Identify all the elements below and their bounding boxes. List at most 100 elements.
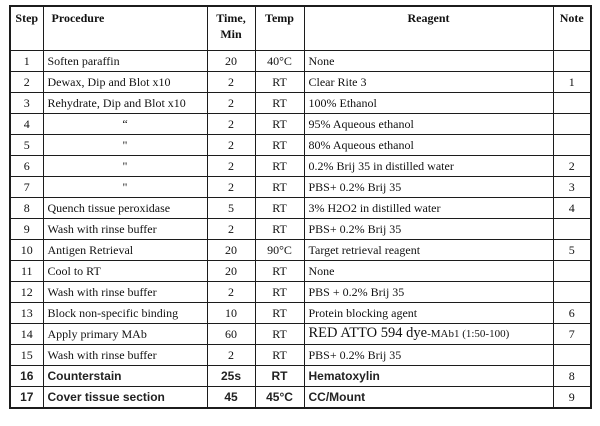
cell-time: 25s: [206, 365, 256, 387]
cell-time: 2: [206, 281, 256, 303]
cell-reagent: CC/Mount: [303, 386, 554, 409]
cell-temp: RT: [254, 176, 305, 198]
cell-reagent: 80% Aqueous ethanol: [303, 134, 554, 156]
cell-temp: 40°C: [254, 50, 305, 72]
cell-step: 2: [9, 71, 44, 93]
table-row: 1 Soften paraffin 20 40°C None: [9, 50, 592, 72]
cell-time: 20: [206, 260, 256, 282]
cell-note: 5: [552, 239, 592, 261]
table-row: 10 Antigen Retrieval 20 90°C Target retrieva…: [9, 239, 592, 261]
table-row: 4 “2 RT 95% Aqueous ethanol: [9, 113, 592, 135]
cell-reagent: PBS+ 0.2% Brij 35: [303, 344, 554, 366]
cell-note: 7: [552, 323, 592, 345]
column-header-note: Note: [552, 5, 592, 51]
cell-time: 60: [206, 323, 256, 345]
cell-temp: RT: [254, 302, 305, 324]
cell-reagent: Protein blocking agent: [303, 302, 554, 324]
cell-time: 10: [206, 302, 256, 324]
cell-time: 2: [206, 134, 256, 156]
column-header-time: Time, Min: [206, 5, 256, 51]
cell-note: 6: [552, 302, 592, 324]
cell-note: [552, 281, 592, 303]
cell-procedure: Wash with rinse buffer: [42, 344, 208, 366]
cell-note: 2: [552, 155, 592, 177]
cell-procedure: Quench tissue peroxidase: [42, 197, 208, 219]
cell-time: 20: [206, 50, 256, 72]
cell-note: 4: [552, 197, 592, 219]
cell-note: [552, 134, 592, 156]
cell-step: 9: [9, 218, 44, 240]
cell-procedure: ": [42, 176, 208, 198]
cell-step: 1: [9, 50, 44, 72]
table-row: 11 Cool to RT 20 RT None: [9, 260, 592, 282]
cell-reagent: 0.2% Brij 35 in distilled water: [303, 155, 554, 177]
table-row: 12 Wash with rinse buffer 2 RT PBS + 0.2% Br…: [9, 281, 592, 303]
table-row: 16 Counterstain 25s RT Hematoxylin 8: [9, 365, 592, 387]
cell-temp: RT: [254, 281, 305, 303]
cell-step: 17: [9, 386, 44, 409]
cell-step: 12: [9, 281, 44, 303]
cell-step: 15: [9, 344, 44, 366]
cell-time: 5: [206, 197, 256, 219]
table-row: 14 Apply primary MAb 60 RT RED ATTO 594 dye-…: [9, 323, 592, 345]
cell-temp: RT: [254, 323, 305, 345]
cell-reagent: None: [303, 260, 554, 282]
cell-temp: RT: [254, 218, 305, 240]
cell-note: [552, 92, 592, 114]
table-row: 7 " 2 RT PBS+ 0.2% Brij 35 3: [9, 176, 592, 198]
cell-note: 9: [552, 386, 592, 409]
column-header-step: Step: [9, 5, 44, 51]
cell-step: 6: [9, 155, 44, 177]
time-header-line1: Time,: [216, 11, 246, 25]
cell-procedure: Cover tissue section: [42, 386, 208, 409]
column-header-reagent: Reagent: [303, 5, 554, 51]
cell-procedure: Wash with rinse buffer: [42, 218, 208, 240]
cell-procedure: Apply primary MAb: [42, 323, 208, 345]
cell-step: 4: [9, 113, 44, 135]
cell-temp: 45°C: [254, 386, 305, 409]
cell-temp: RT: [254, 113, 305, 135]
cell-step: 5: [9, 134, 44, 156]
cell-reagent: Target retrieval reagent: [303, 239, 554, 261]
cell-temp: 90°C: [254, 239, 305, 261]
cell-time: 45: [206, 386, 256, 409]
table-body: 1 Soften paraffin 20 40°C None 2 Dewax, Dip an…: [9, 50, 592, 409]
cell-procedure: Cool to RT: [42, 260, 208, 282]
cell-reagent: 95% Aqueous ethanol: [303, 113, 554, 135]
cell-step: 8: [9, 197, 44, 219]
table-row: 3 Rehydrate, Dip and Blot x10 2 RT 100% Etha…: [9, 92, 592, 114]
cell-temp: RT: [254, 134, 305, 156]
cell-note: [552, 50, 592, 72]
cell-note: [552, 260, 592, 282]
cell-procedure: Soften paraffin: [42, 50, 208, 72]
table-row: 13 Block non-specific binding 10 RT Protein …: [9, 302, 592, 324]
cell-time: 2: [206, 92, 256, 114]
cell-note: 3: [552, 176, 592, 198]
cell-procedure: Rehydrate, Dip and Blot x10: [42, 92, 208, 114]
cell-temp: RT: [254, 155, 305, 177]
cell-reagent: PBS+ 0.2% Brij 35: [303, 176, 554, 198]
cell-note: [552, 113, 592, 135]
cell-step: 16: [9, 365, 44, 387]
table-row: 15 Wash with rinse buffer 2 RT PBS+ 0.2% Bri…: [9, 344, 592, 366]
cell-reagent: PBS + 0.2% Brij 35: [303, 281, 554, 303]
cell-step: 10: [9, 239, 44, 261]
cell-temp: RT: [254, 197, 305, 219]
table-header-row: Step Procedure Time, Min Temp Reagent No…: [9, 5, 592, 51]
table-row: 5 " 2 RT 80% Aqueous ethanol: [9, 134, 592, 156]
cell-time: 2: [206, 155, 256, 177]
cell-step: 7: [9, 176, 44, 198]
column-header-procedure: Procedure: [42, 5, 208, 51]
cell-reagent: RED ATTO 594 dye-MAb1 (1:50-100): [303, 323, 554, 345]
cell-reagent: PBS+ 0.2% Brij 35: [303, 218, 554, 240]
cell-procedure: Antigen Retrieval: [42, 239, 208, 261]
cell-step: 13: [9, 302, 44, 324]
cell-step: 3: [9, 92, 44, 114]
cell-note: 8: [552, 365, 592, 387]
cell-temp: RT: [254, 260, 305, 282]
column-header-temp: Temp: [254, 5, 305, 51]
cell-procedure: Counterstain: [42, 365, 208, 387]
time-header-line2: Min: [220, 27, 242, 42]
cell-temp: RT: [254, 365, 305, 387]
